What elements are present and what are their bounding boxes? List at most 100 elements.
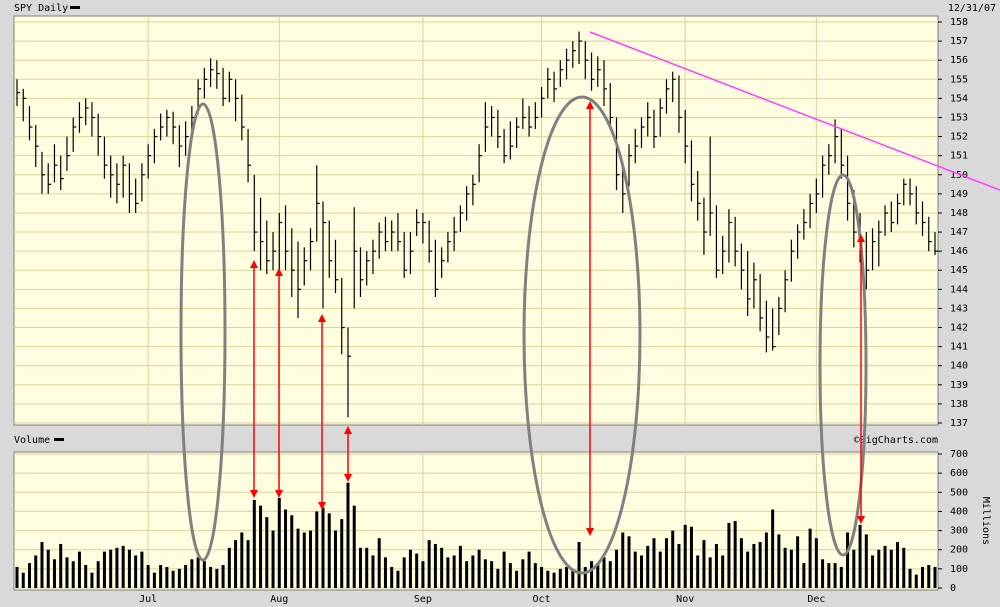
volume-bar xyxy=(746,551,750,588)
volume-bar xyxy=(502,551,506,588)
volume-bar xyxy=(521,559,525,588)
volume-bar xyxy=(789,549,793,588)
volume-bar xyxy=(558,568,562,588)
volume-bar xyxy=(284,509,288,588)
volume-bar xyxy=(184,565,188,588)
volume-bar xyxy=(209,566,213,588)
volume-bar xyxy=(702,540,706,588)
volume-bar xyxy=(15,566,19,588)
volume-bar xyxy=(608,561,612,588)
volume-bar xyxy=(234,540,238,588)
y-tick-label: 143 xyxy=(950,303,968,314)
trend-line xyxy=(589,31,1000,191)
volume-bar xyxy=(664,538,668,588)
volume-bar xyxy=(134,555,138,588)
volume-bar xyxy=(721,555,725,588)
volume-bar xyxy=(602,557,606,588)
volume-bar xyxy=(883,545,887,588)
y-tick-label: 149 xyxy=(950,189,968,200)
volume-bar xyxy=(633,551,637,588)
volume-bar xyxy=(627,536,631,588)
volume-bar xyxy=(102,551,106,588)
chart-title: SPY Daily xyxy=(14,3,68,14)
ellipse xyxy=(522,95,642,575)
y-tick-label: 137 xyxy=(950,418,968,429)
volume-bar xyxy=(40,542,44,588)
volume-bar xyxy=(752,543,756,588)
y-tick-label: 700 xyxy=(950,449,968,460)
volume-bar xyxy=(902,547,906,588)
volume-bar xyxy=(646,545,650,588)
volume-bar xyxy=(914,574,918,588)
volume-bar xyxy=(508,563,512,588)
x-tick-label: Nov xyxy=(676,594,694,605)
volume-bar xyxy=(621,532,625,588)
volume-bar xyxy=(396,570,400,588)
volume-bar xyxy=(296,528,300,588)
volume-bar xyxy=(533,563,537,588)
volume-bar xyxy=(121,545,125,588)
volume-bar xyxy=(683,524,687,588)
volume-bar xyxy=(196,557,200,588)
volume-bar xyxy=(821,559,825,588)
volume-bar xyxy=(377,538,381,588)
volume-bar xyxy=(808,528,812,588)
volume-bar xyxy=(440,547,444,588)
volume-bar xyxy=(327,513,331,588)
volume-bar xyxy=(708,557,712,588)
volume-bar xyxy=(671,530,675,588)
volume-bar xyxy=(515,570,519,588)
volume-bar xyxy=(639,555,643,588)
volume-bar xyxy=(140,551,144,588)
x-tick-label: Dec xyxy=(807,594,825,605)
volume-bar xyxy=(96,561,100,588)
volume-title: Volume xyxy=(14,435,50,446)
volume-bar xyxy=(77,551,81,588)
volume-bar xyxy=(159,565,163,588)
volume-bar xyxy=(202,561,206,588)
volume-bar xyxy=(477,549,481,588)
volume-bar xyxy=(864,534,868,588)
volume-bar xyxy=(408,549,412,588)
volume-bar xyxy=(777,534,781,588)
volume-bar xyxy=(246,540,250,588)
y-tick-label: 200 xyxy=(950,545,968,556)
volume-bar xyxy=(390,566,394,588)
volume-bar xyxy=(315,511,319,588)
volume-bar xyxy=(446,557,450,588)
volume-bar xyxy=(415,553,419,588)
volume-bar xyxy=(290,515,294,588)
volume-bar xyxy=(427,540,431,588)
ellipse xyxy=(179,102,227,562)
volume-bar xyxy=(221,565,225,588)
volume-bar xyxy=(109,549,113,588)
y-tick-label: 400 xyxy=(950,506,968,517)
volume-bar xyxy=(84,565,88,588)
y-tick-label: 500 xyxy=(950,487,968,498)
x-tick-label: Aug xyxy=(270,594,288,605)
volume-bar xyxy=(858,524,862,588)
volume-bar xyxy=(215,568,219,588)
y-tick-label: 141 xyxy=(950,342,968,353)
volume-bar xyxy=(471,555,475,588)
y-tick-label: 156 xyxy=(950,55,968,66)
y-tick-label: 147 xyxy=(950,227,968,238)
volume-bar xyxy=(259,505,263,588)
volume-bar xyxy=(59,543,63,588)
volume-bar xyxy=(908,568,912,588)
volume-bar xyxy=(277,498,281,588)
volume-bar xyxy=(352,505,356,588)
volume-bar xyxy=(714,543,718,588)
volume-bar xyxy=(171,570,175,588)
y-tick-label: 157 xyxy=(950,36,968,47)
title-icon xyxy=(70,6,80,9)
volume-bar xyxy=(490,561,494,588)
volume-bar xyxy=(65,557,69,588)
volume-bar xyxy=(127,549,131,588)
volume-bar xyxy=(90,572,94,588)
volume-bar xyxy=(383,557,387,588)
volume-bar xyxy=(34,555,38,588)
volume-bar xyxy=(771,509,775,588)
y-tick-label: 144 xyxy=(950,284,968,295)
y-tick-label: 153 xyxy=(950,112,968,123)
